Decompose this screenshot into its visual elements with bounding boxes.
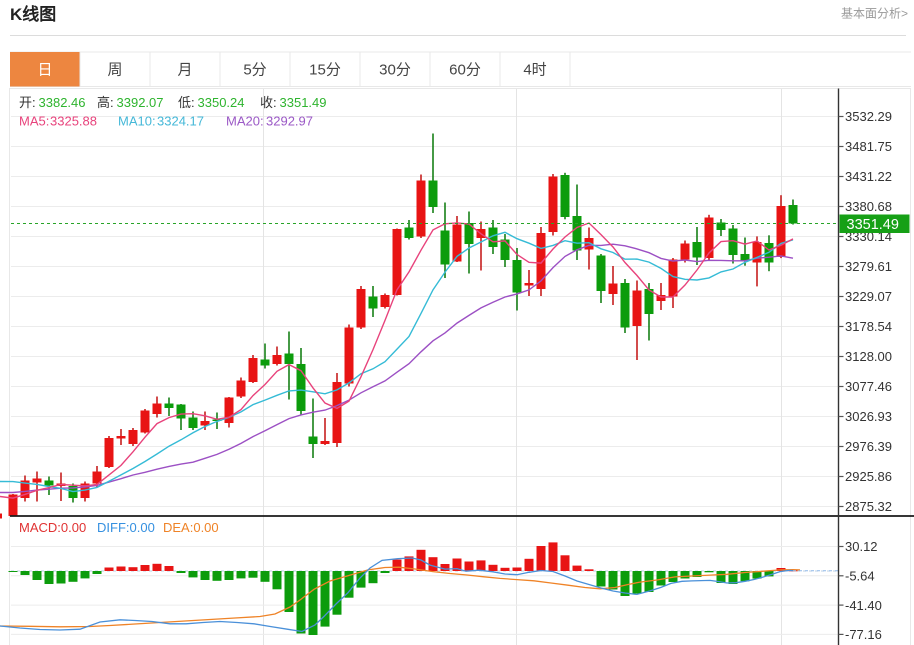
svg-text:收:: 收: <box>260 95 277 110</box>
svg-text:MA20:: MA20: <box>226 114 264 129</box>
svg-text:2925.86: 2925.86 <box>845 469 892 484</box>
svg-text:3532.29: 3532.29 <box>845 109 892 124</box>
svg-text:3077.46: 3077.46 <box>845 379 892 394</box>
svg-text:日: 日 <box>37 62 52 79</box>
svg-text:30分: 30分 <box>379 62 411 79</box>
svg-text:MA5:: MA5: <box>19 114 49 129</box>
svg-text:MA10:: MA10: <box>118 114 156 129</box>
svg-text:-41.40: -41.40 <box>845 598 882 613</box>
svg-text:3350.24: 3350.24 <box>198 95 245 110</box>
svg-text:3178.54: 3178.54 <box>845 319 892 334</box>
svg-text:3292.97: 3292.97 <box>266 114 313 129</box>
svg-text:3279.61: 3279.61 <box>845 259 892 274</box>
svg-text:基本面分析>: 基本面分析> <box>841 7 908 21</box>
svg-text:3380.68: 3380.68 <box>845 199 892 214</box>
svg-text:5分: 5分 <box>243 62 266 79</box>
svg-text:3351.49: 3351.49 <box>280 95 327 110</box>
svg-text:低:: 低: <box>178 95 195 110</box>
svg-text:2976.39: 2976.39 <box>845 439 892 454</box>
svg-text:高:: 高: <box>97 95 114 110</box>
svg-text:3351.49: 3351.49 <box>847 217 899 233</box>
svg-text:3128.00: 3128.00 <box>845 349 892 364</box>
svg-text:3026.93: 3026.93 <box>845 409 892 424</box>
svg-text:月: 月 <box>177 62 192 79</box>
svg-text:3324.17: 3324.17 <box>157 114 204 129</box>
svg-text:3481.75: 3481.75 <box>845 139 892 154</box>
svg-text:3229.07: 3229.07 <box>845 289 892 304</box>
svg-text:15分: 15分 <box>309 62 341 79</box>
svg-text:-77.16: -77.16 <box>845 627 882 642</box>
svg-text:3392.07: 3392.07 <box>117 95 164 110</box>
svg-text:DIFF:0.00: DIFF:0.00 <box>97 520 155 535</box>
svg-text:4时: 4时 <box>523 62 546 79</box>
svg-text:60分: 60分 <box>449 62 481 79</box>
svg-text:K线图: K线图 <box>10 4 56 24</box>
svg-text:DEA:0.00: DEA:0.00 <box>163 520 219 535</box>
svg-text:3431.22: 3431.22 <box>845 169 892 184</box>
svg-text:3325.88: 3325.88 <box>50 114 97 129</box>
svg-text:30.12: 30.12 <box>845 539 878 554</box>
svg-text:-5.64: -5.64 <box>845 569 875 584</box>
svg-text:周: 周 <box>107 62 122 79</box>
svg-text:3382.46: 3382.46 <box>39 95 86 110</box>
svg-text:MACD:0.00: MACD:0.00 <box>19 520 86 535</box>
svg-text:开:: 开: <box>19 95 36 110</box>
svg-text:2875.32: 2875.32 <box>845 499 892 514</box>
